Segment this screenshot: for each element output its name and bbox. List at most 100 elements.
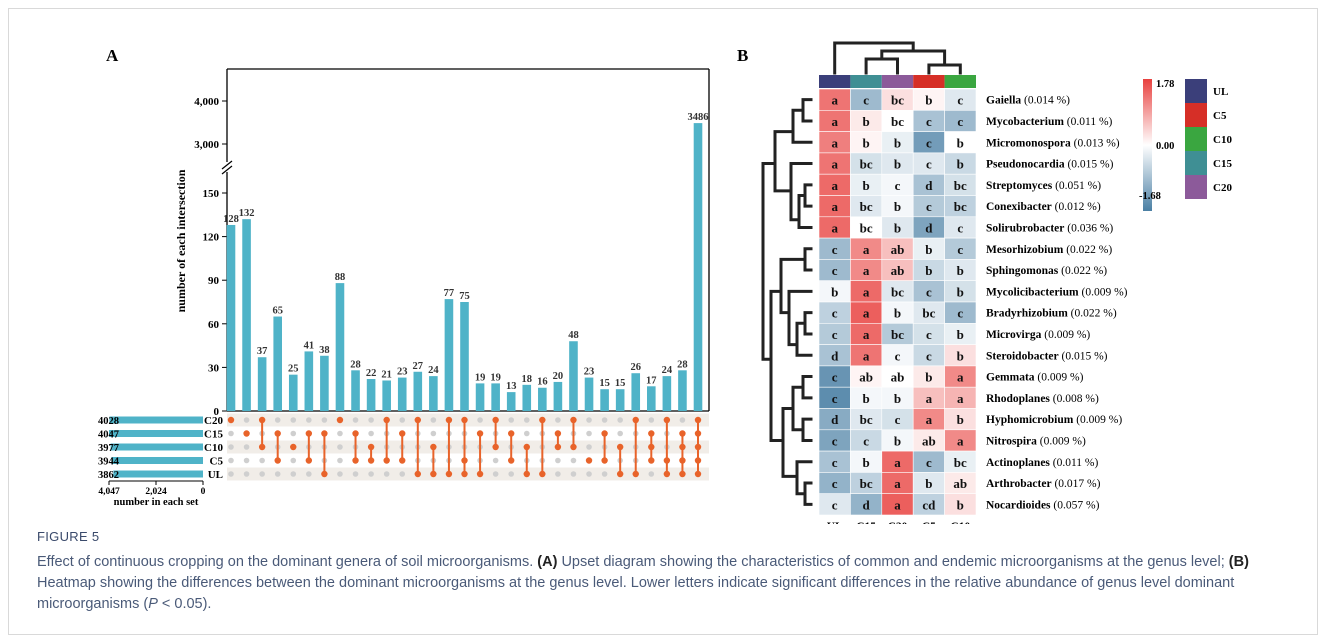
matrix-dot-inactive <box>243 471 250 477</box>
row-dendrogram <box>779 257 807 315</box>
cell-letter: bc <box>891 114 904 129</box>
matrix-dot-active <box>383 457 390 464</box>
matrix-dot-active <box>305 457 313 464</box>
matrix-dot-active <box>554 430 562 437</box>
group-legend-swatch <box>1185 151 1207 175</box>
cell-letter: ab <box>953 476 967 491</box>
y-tick-label: 120 <box>203 232 220 244</box>
bar-value-label: 18 <box>522 374 533 385</box>
cell-letter: d <box>925 220 933 235</box>
intersection-bar <box>678 370 687 411</box>
cell-letter: b <box>894 199 901 214</box>
cell-letter: c <box>926 157 932 172</box>
cell-letter: a <box>863 327 870 342</box>
cell-letter: d <box>831 412 839 427</box>
matrix-dot-active <box>492 416 499 424</box>
intersection-bar <box>693 123 703 412</box>
cell-letter: b <box>831 284 838 299</box>
cell-letter: d <box>925 178 933 193</box>
cell-letter: d <box>862 497 870 512</box>
matrix-dot-inactive <box>352 471 359 477</box>
cell-letter: ab <box>859 370 873 385</box>
matrix-dot-inactive <box>337 430 343 437</box>
matrix-dot-active <box>476 430 484 437</box>
cell-letter: b <box>894 306 901 321</box>
cell-letter: cd <box>922 497 936 512</box>
genus-pct: (0.012 %) <box>1052 201 1101 213</box>
genus-name: Actinoplanes <box>986 457 1050 469</box>
color-scale-bar <box>1143 79 1152 211</box>
genus-pct: (0.013 %) <box>1071 137 1120 149</box>
matrix-dot-active <box>227 416 235 424</box>
row-label: Rhodoplanes (0.008 %) <box>986 393 1099 405</box>
genus-pct: (0.017 %) <box>1052 478 1101 490</box>
cell-letter: a <box>957 370 964 385</box>
matrix-dot-active <box>445 470 453 478</box>
set-size-label: 4047 <box>98 430 119 441</box>
set-size-bar <box>113 470 203 478</box>
matrix-dot-active <box>679 443 686 451</box>
intersection-bar <box>413 371 423 411</box>
bar-value-label: 21 <box>381 369 392 380</box>
bar-value-label: 27 <box>413 361 424 372</box>
set-size-label: 3977 <box>98 443 119 454</box>
cell-letter: c <box>957 93 963 108</box>
bar-value-label: 16 <box>537 377 548 388</box>
cell-letter: c <box>863 93 869 108</box>
intersection-bar <box>226 224 236 411</box>
panel-label-b: B <box>737 46 748 65</box>
matrix-dot-active <box>243 430 250 437</box>
matrix-dot-inactive <box>586 444 592 450</box>
group-legend-label: UL <box>1213 86 1228 98</box>
cell-letter: a <box>957 433 964 448</box>
group-legend-label: C10 <box>1213 134 1232 146</box>
matrix-dot-inactive <box>243 444 250 450</box>
genus-name: Gaiella <box>986 95 1021 107</box>
intersection-bar <box>647 386 656 411</box>
set-size-tick-label: 4,047 <box>98 487 120 497</box>
matrix-dot-active <box>570 416 577 424</box>
bar-value-label: 77 <box>444 288 455 299</box>
matrix-dot-active <box>694 457 702 464</box>
y-tick-label: 30 <box>208 362 220 374</box>
set-size-label: 4028 <box>98 416 119 427</box>
row-label: Streptomyces (0.051 %) <box>986 180 1101 192</box>
matrix-dot-inactive <box>337 471 343 477</box>
genus-pct: (0.022 %) <box>1063 244 1112 256</box>
group-legend-swatch <box>1185 175 1207 199</box>
cell-letter: b <box>925 263 932 278</box>
y-tick-label: 90 <box>208 275 220 287</box>
matrix-dot-active <box>274 430 281 437</box>
matrix-dot-active <box>616 470 624 478</box>
cell-letter: a <box>863 284 870 299</box>
matrix-dot-inactive <box>508 471 514 477</box>
genus-pct: (0.057 %) <box>1051 499 1100 511</box>
matrix-dot-inactive <box>290 471 297 477</box>
row-label: Gemmata (0.009 %) <box>986 372 1084 384</box>
matrix-dot-active <box>321 470 328 478</box>
cell-letter: a <box>894 497 901 512</box>
cell-letter: bc <box>922 306 935 321</box>
set-name-label: C5 <box>210 456 224 468</box>
row-label: Steroidobacter (0.015 %) <box>986 350 1108 362</box>
cell-letter: c <box>957 114 963 129</box>
matrix-dot-active <box>430 470 437 478</box>
matrix-dot-active <box>523 443 530 451</box>
matrix-dot-active <box>694 416 702 424</box>
bar-value-label: 24 <box>428 365 439 376</box>
matrix-dot-active <box>523 470 530 478</box>
matrix-dot-inactive <box>477 417 483 423</box>
genus-name: Streptomyces <box>986 180 1053 192</box>
matrix-dot-inactive <box>586 430 592 437</box>
matrix-dot-inactive <box>617 430 623 437</box>
bar-value-label: 88 <box>335 272 346 283</box>
row-label: Nocardioides (0.057 %) <box>986 499 1100 511</box>
set-name-label: UL <box>208 469 223 481</box>
matrix-dot-active <box>601 457 608 464</box>
cell-letter: b <box>957 497 964 512</box>
matrix-dot-active <box>632 470 639 478</box>
matrix-dot-active <box>508 430 515 437</box>
scale-label-max: 1.78 <box>1156 79 1174 90</box>
bar-value-label: 19 <box>475 372 486 383</box>
cell-letter: b <box>862 455 869 470</box>
